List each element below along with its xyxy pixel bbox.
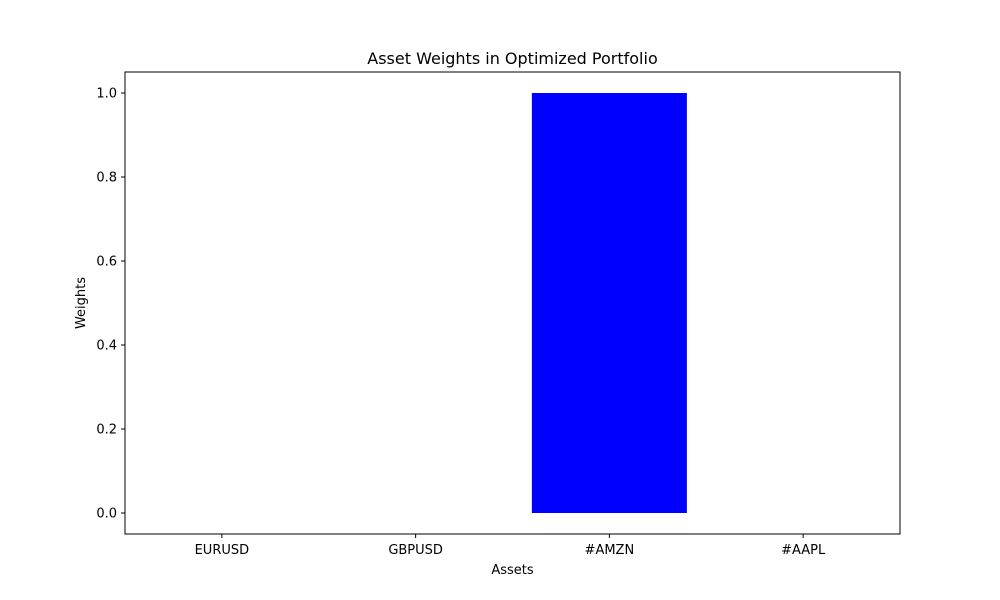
plot-area [125, 72, 900, 534]
bar-group [532, 93, 687, 513]
y-axis-ticks: 0.0 0.2 0.4 0.6 0.8 1.0 [96, 87, 125, 522]
y-tick-label: 0.2 [96, 423, 117, 438]
x-tick-label: EURUSD [195, 543, 250, 558]
chart-title: Asset Weights in Optimized Portfolio [367, 49, 657, 68]
y-axis-label: Weights [74, 277, 89, 329]
y-tick-label: 1.0 [96, 87, 117, 102]
x-tick-label: #AMZN [585, 543, 635, 558]
x-axis-label: Assets [491, 563, 534, 578]
x-tick-label: #AAPL [781, 543, 826, 558]
x-tick-label: GBPUSD [388, 543, 443, 558]
bar-amzn [532, 93, 687, 513]
y-tick-label: 0.4 [96, 339, 117, 354]
y-tick-label: 0.6 [96, 255, 117, 270]
x-axis-ticks: EURUSD GBPUSD #AMZN #AAPL [195, 534, 826, 558]
y-tick-label: 0.0 [96, 507, 117, 522]
y-tick-label: 0.8 [96, 171, 117, 186]
